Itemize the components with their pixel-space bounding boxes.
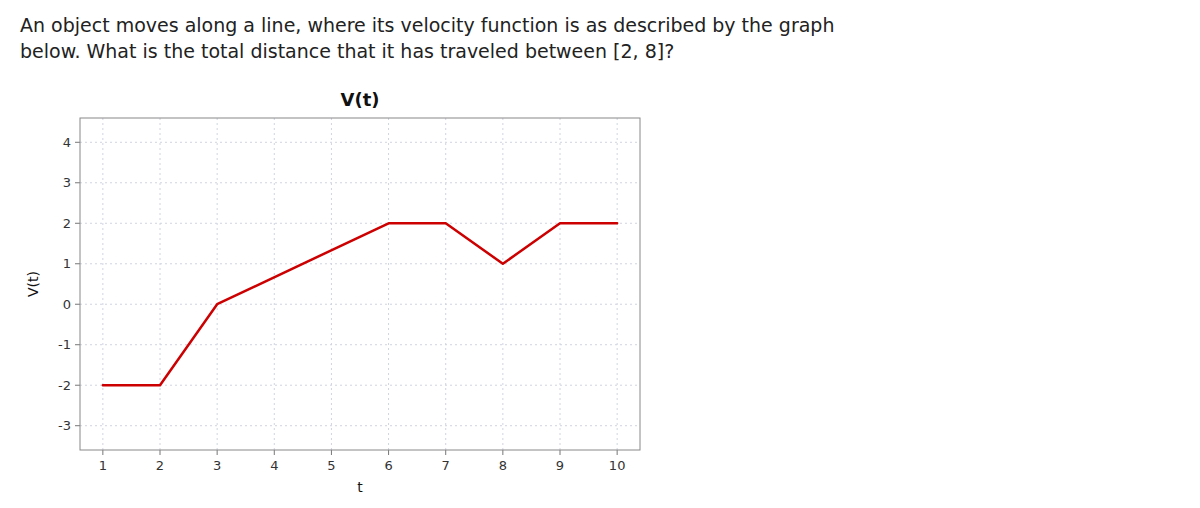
grid-line-y xyxy=(80,304,640,305)
x-tick xyxy=(445,450,446,455)
x-tick xyxy=(160,450,161,455)
grid-line-x xyxy=(560,118,561,450)
x-tick xyxy=(217,450,218,455)
x-tick-label: 8 xyxy=(499,458,507,473)
question-text: below. What is the total distance that i… xyxy=(20,40,674,62)
y-tick-label: 0 xyxy=(63,297,71,312)
grid-line-y xyxy=(80,263,640,264)
y-tick xyxy=(75,425,80,426)
y-axis-label: V(t) xyxy=(25,271,41,297)
axes: 1 2 3 4 5 6 7 8 9 10 -3 -2 -1 0 1 2 3 4 xyxy=(58,118,640,473)
x-tick-label: 2 xyxy=(156,458,164,473)
y-tick-label: -2 xyxy=(58,378,71,393)
x-tick-label: 7 xyxy=(442,458,450,473)
y-tick xyxy=(75,263,80,264)
x-tick-label: 6 xyxy=(384,458,392,473)
x-tick xyxy=(274,450,275,455)
y-tick xyxy=(75,385,80,386)
y-tick-label: 1 xyxy=(63,256,71,271)
question-text: An object moves along a line, where its … xyxy=(20,14,834,36)
grid-line-x xyxy=(102,118,103,450)
y-tick xyxy=(75,344,80,345)
x-tick xyxy=(617,450,618,455)
velocity-line xyxy=(103,223,617,385)
x-tick xyxy=(102,450,103,455)
x-tick-label: 3 xyxy=(213,458,221,473)
grid-line-y xyxy=(80,385,640,386)
x-tick xyxy=(502,450,503,455)
data-layer xyxy=(103,223,617,385)
y-tick-label: 3 xyxy=(63,175,71,190)
grid-line-x xyxy=(388,118,389,450)
grid-line-x xyxy=(274,118,275,450)
y-tick xyxy=(75,182,80,183)
grid-line-y xyxy=(80,223,640,224)
chart-title: V(t) xyxy=(341,89,380,110)
y-tick xyxy=(75,223,80,224)
grid-line-x xyxy=(331,118,332,450)
grid-line-x xyxy=(160,118,161,450)
chart-container: An object moves along a line, where its … xyxy=(0,0,1200,508)
y-tick-label: -1 xyxy=(58,337,71,352)
grid-line-x xyxy=(617,118,618,450)
x-tick xyxy=(331,450,332,455)
grid-line-y xyxy=(80,182,640,183)
grid-line-y xyxy=(80,142,640,143)
plot-frame xyxy=(80,118,640,450)
y-tick-label: 4 xyxy=(63,135,71,150)
y-tick-label: -3 xyxy=(58,418,71,433)
grid-line-y xyxy=(80,344,640,345)
x-tick-label: 10 xyxy=(609,458,626,473)
y-tick-label: 2 xyxy=(63,216,71,231)
x-tick-label: 4 xyxy=(270,458,278,473)
chart-svg: An object moves along a line, where its … xyxy=(0,0,1200,508)
grid xyxy=(80,118,640,450)
y-tick xyxy=(75,304,80,305)
x-tick xyxy=(388,450,389,455)
x-tick xyxy=(560,450,561,455)
x-tick-label: 5 xyxy=(327,458,335,473)
grid-line-x xyxy=(445,118,446,450)
x-tick-label: 9 xyxy=(556,458,564,473)
grid-line-y xyxy=(80,425,640,426)
grid-line-x xyxy=(502,118,503,450)
y-tick xyxy=(75,142,80,143)
x-axis-label: t xyxy=(357,479,363,495)
x-tick-label: 1 xyxy=(99,458,107,473)
grid-line-x xyxy=(217,118,218,450)
